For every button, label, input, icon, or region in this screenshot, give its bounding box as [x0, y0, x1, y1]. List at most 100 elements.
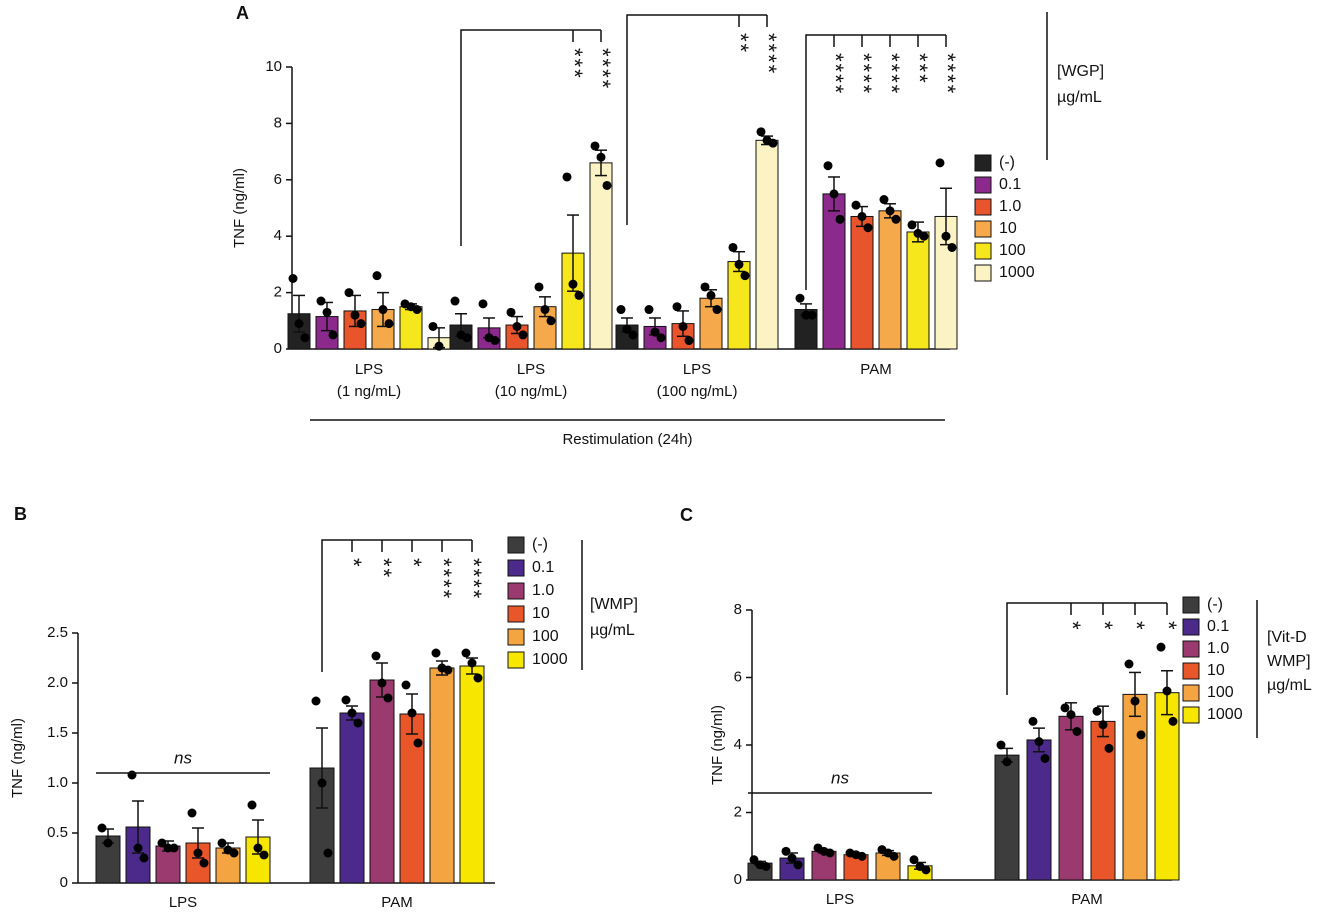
bar [369, 679, 395, 884]
y-axis-label: TNF (ng/ml) [9, 718, 26, 798]
significance-bracket [805, 34, 946, 290]
legend-swatch [1182, 596, 1200, 614]
significance-bracket [460, 29, 601, 246]
legend-swatch [507, 536, 525, 554]
data-point [1162, 686, 1172, 696]
legend-label: 1000 [532, 651, 568, 668]
data-point [247, 800, 257, 810]
data-point [857, 851, 867, 861]
significance-bracket [321, 539, 472, 672]
significance-label: *** [562, 48, 587, 80]
error-bar [567, 214, 579, 292]
data-point [253, 843, 263, 853]
x-tick-label: (100 ng/mL) [657, 383, 738, 400]
significance-label: * [401, 558, 426, 569]
legend-swatch [507, 559, 525, 577]
data-point [378, 305, 388, 315]
data-point [1066, 710, 1076, 720]
data-point [941, 231, 951, 241]
legend-title: WMP] [1267, 653, 1311, 670]
data-point [851, 200, 861, 210]
y-tick-label: 1.5 [47, 724, 68, 741]
significance-bracket [626, 14, 767, 225]
data-point [187, 808, 197, 818]
data-point [1002, 757, 1012, 767]
data-point [127, 770, 137, 780]
data-point [825, 848, 835, 858]
ns-label: ns [174, 748, 192, 767]
data-point [518, 330, 528, 340]
data-point [322, 307, 332, 317]
data-point [823, 161, 833, 171]
data-point [401, 680, 411, 690]
data-point [1040, 754, 1050, 763]
y-tick-label: 10 [265, 58, 282, 75]
data-point [644, 305, 654, 315]
data-point [793, 860, 803, 870]
data-point [656, 333, 666, 343]
bar [755, 139, 779, 350]
data-point [1130, 696, 1140, 706]
data-point [712, 305, 722, 315]
bar [589, 162, 613, 350]
y-axis-label: TNF (ng/ml) [231, 168, 248, 248]
significance-label: ** [728, 33, 753, 54]
data-point [383, 693, 393, 703]
significance-label: * [341, 558, 366, 569]
legend-label: (-) [1207, 596, 1223, 613]
data-point [169, 843, 179, 853]
legend-label: 0.1 [532, 559, 554, 576]
legend-swatch [507, 628, 525, 646]
y-tick-label: 1.0 [47, 774, 68, 791]
data-point [1060, 703, 1070, 713]
legend-label: (-) [999, 154, 1015, 171]
y-tick-label: 4 [734, 736, 742, 753]
data-point [1034, 737, 1044, 747]
ns-label: ns [831, 768, 849, 787]
significance-label: **** [431, 558, 456, 600]
data-point [434, 341, 444, 351]
data-point [412, 305, 422, 315]
data-point [807, 310, 817, 320]
data-point [341, 695, 351, 705]
data-point [443, 665, 453, 675]
data-point [628, 330, 638, 340]
y-tick-label: 2.0 [47, 674, 68, 691]
y-tick-label: 2.5 [47, 624, 68, 641]
data-point [217, 838, 227, 848]
data-point [996, 740, 1006, 750]
bar [429, 667, 455, 884]
y-tick-label: 2 [734, 803, 742, 820]
data-point [300, 333, 310, 343]
legend-swatch [1182, 662, 1200, 680]
bar [309, 767, 335, 884]
y-tick-label: 0 [60, 874, 68, 891]
data-point [596, 152, 606, 162]
data-point [199, 858, 209, 868]
data-point [672, 302, 682, 312]
data-point [478, 299, 488, 309]
legend-swatch [974, 154, 992, 172]
y-tick-label: 6 [274, 171, 282, 188]
y-tick-label: 4 [274, 227, 282, 244]
data-point [317, 778, 327, 788]
legend-swatch [507, 582, 525, 600]
bar [1026, 739, 1052, 881]
data-point [761, 862, 771, 871]
data-point [353, 718, 363, 728]
data-point [356, 319, 366, 329]
data-point [323, 848, 333, 858]
legend-title: [Vit-D [1267, 629, 1307, 646]
data-point [568, 279, 578, 289]
data-point [857, 211, 867, 221]
x-tick-label: PAM [381, 894, 412, 911]
data-point [462, 333, 472, 343]
legend-swatch [974, 220, 992, 238]
data-point [316, 296, 326, 306]
data-point [371, 651, 381, 661]
data-point [616, 305, 626, 315]
data-point [467, 658, 477, 668]
data-point [678, 321, 688, 331]
data-point [328, 330, 338, 340]
panel-label: B [14, 504, 27, 524]
